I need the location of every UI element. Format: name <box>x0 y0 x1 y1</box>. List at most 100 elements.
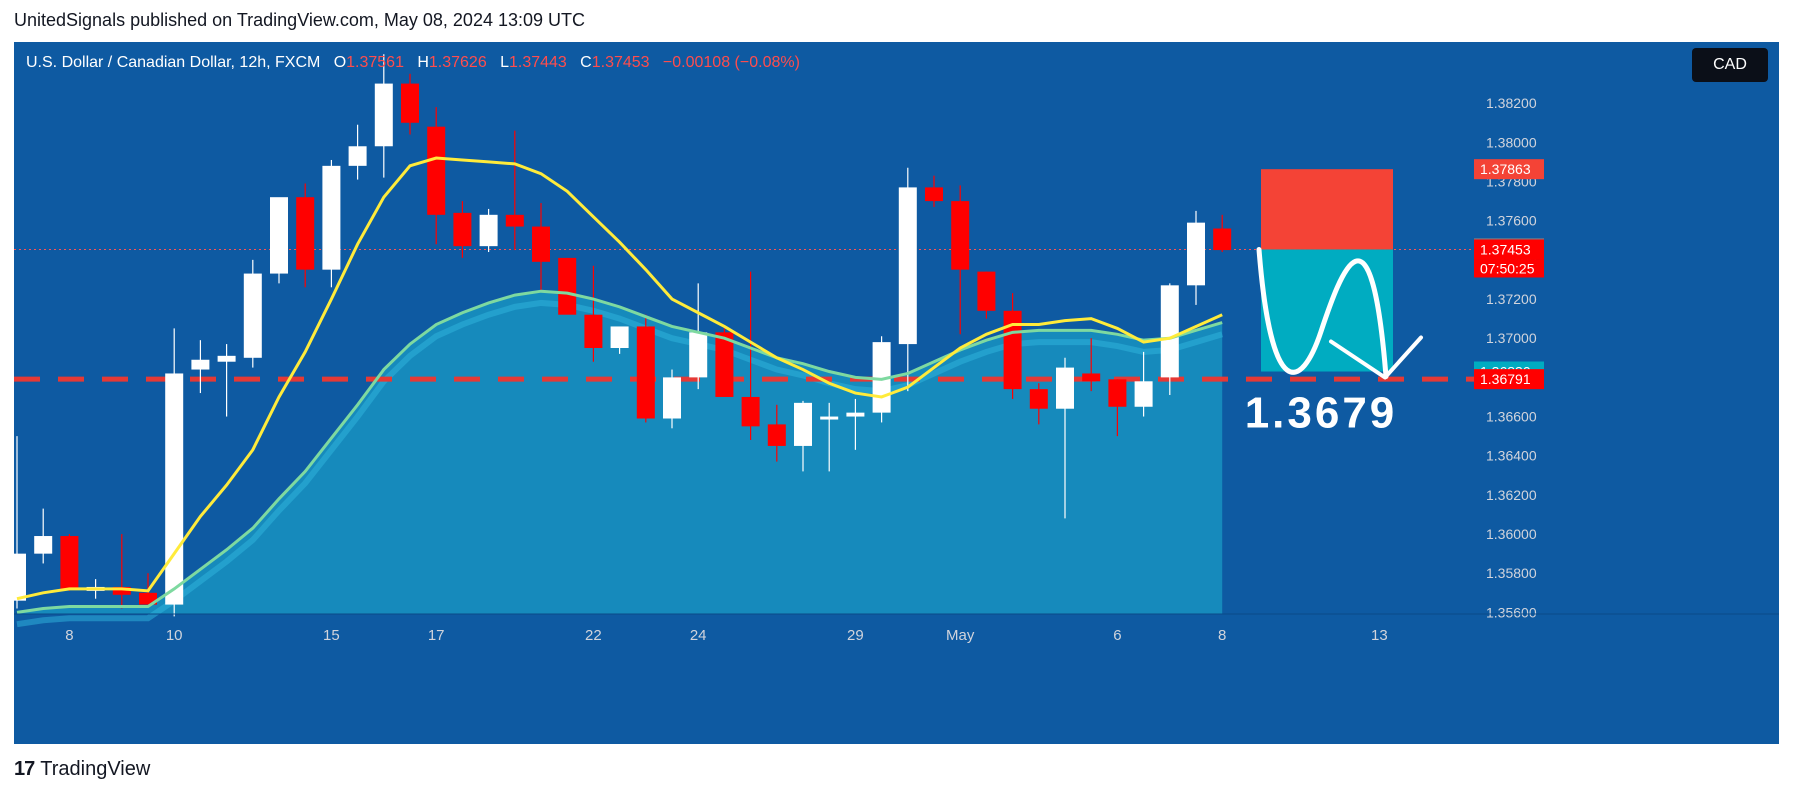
ema-fast-line <box>16 156 1223 601</box>
change-value: −0.00108 (−0.08%) <box>662 54 800 71</box>
bull-candle <box>689 332 708 378</box>
x-tick-label: 15 <box>323 627 340 644</box>
bear-candle <box>112 586 131 595</box>
y-tick-label: 1.38000 <box>1486 134 1537 150</box>
price-label-text: 1.37863 <box>1480 161 1531 177</box>
high-value: 1.37626 <box>428 54 487 71</box>
bear-candle <box>636 326 655 419</box>
y-tick-label: 1.37000 <box>1486 330 1537 346</box>
bear-candle <box>1082 373 1101 382</box>
y-tick-label: 1.37200 <box>1486 291 1537 307</box>
price-axis <box>1474 42 1779 744</box>
x-tick-label: 24 <box>690 627 707 644</box>
open-label: O <box>333 54 347 71</box>
bear-candle <box>401 83 419 123</box>
down-arrow-icon <box>1329 335 1423 380</box>
y-tick-label: 1.36400 <box>1486 448 1537 464</box>
target-price-label: 1.3679 <box>1245 389 1398 438</box>
bear-candle <box>715 332 734 397</box>
x-tick-label: 8 <box>1218 627 1226 644</box>
price-label-text: 1.37453 <box>1480 241 1531 257</box>
price-label-box <box>1474 239 1544 260</box>
stop-loss-zone <box>1261 169 1393 250</box>
bear-candle <box>925 187 943 202</box>
bull-candle <box>348 146 367 166</box>
bear-candle <box>139 592 157 605</box>
x-tick-label: 17 <box>428 627 445 644</box>
x-tick-label: May <box>946 627 975 644</box>
bear-candle <box>1108 379 1127 407</box>
y-tick-label: 1.36600 <box>1486 409 1537 425</box>
bull-candle <box>846 412 865 417</box>
projection-path <box>1256 246 1389 380</box>
ema-slow-line <box>16 289 1223 614</box>
symbol-title: U.S. Dollar / Canadian Dollar, 12h, FXCM <box>26 54 321 71</box>
bull-candle <box>1187 222 1205 286</box>
bull-candle <box>898 187 917 345</box>
y-tick-label: 1.35600 <box>1486 604 1537 620</box>
brand-name: TradingView <box>40 758 151 780</box>
moving-average-area <box>17 291 1223 614</box>
bull-candle <box>34 536 53 554</box>
bear-candle <box>951 201 970 270</box>
bull-candle <box>217 355 236 362</box>
bull-candle <box>820 416 839 420</box>
x-tick-label: 29 <box>847 627 864 644</box>
high-label: H <box>417 54 429 71</box>
bull-candle <box>191 359 210 370</box>
bear-candle <box>558 257 577 315</box>
x-tick-label: 10 <box>166 627 183 644</box>
bull-candle <box>1056 367 1074 409</box>
y-tick-label: 1.38200 <box>1486 95 1537 111</box>
footer-brand: 17 TradingView <box>14 758 150 781</box>
bull-candle <box>14 553 26 601</box>
bear-candle <box>1003 310 1022 390</box>
bear-candle <box>584 314 603 348</box>
close-label: C <box>580 54 592 71</box>
bear-candle <box>767 424 786 446</box>
bear-candle <box>505 214 524 227</box>
bull-candle <box>663 377 681 419</box>
open-value: 1.37561 <box>346 54 404 71</box>
x-tick-label: 8 <box>65 627 73 644</box>
x-tick-label: 6 <box>1113 627 1121 644</box>
bear-candle <box>427 126 446 215</box>
chart-pane[interactable]: 1.3679 1.35600 1.35800 1.36000 1.36200 1.3640… <box>14 42 1779 744</box>
price-label-box <box>1474 159 1544 180</box>
bear-candle <box>741 396 760 427</box>
countdown-label: 07:50:25 <box>1480 260 1535 276</box>
bull-candle <box>374 83 393 147</box>
low-label: L <box>500 54 509 71</box>
bear-candle <box>977 271 996 311</box>
bear-candle <box>453 212 472 247</box>
bull-candle <box>794 402 812 446</box>
y-tick-label: 1.36000 <box>1486 526 1537 542</box>
bear-candle <box>1029 389 1048 409</box>
bear-candle <box>60 536 79 589</box>
bull-candle <box>1134 381 1153 407</box>
bull-candle <box>610 326 629 348</box>
bull-candle <box>243 273 262 358</box>
close-value: 1.37453 <box>591 54 650 71</box>
bear-candle <box>296 197 315 270</box>
y-tick-label: 1.36200 <box>1486 487 1537 503</box>
low-value: 1.37443 <box>508 54 567 71</box>
bear-candle <box>532 226 550 262</box>
bull-candle <box>165 373 184 605</box>
y-tick-label: 1.37600 <box>1486 213 1537 229</box>
bull-candle <box>270 197 288 274</box>
bull-candle <box>322 165 341 270</box>
currency-button[interactable]: CAD <box>1692 48 1768 82</box>
bull-candle <box>479 214 498 247</box>
x-tick-label: 13 <box>1371 627 1388 644</box>
y-tick-label: 1.35800 <box>1486 565 1537 581</box>
publisher-attribution: UnitedSignals published on TradingView.c… <box>14 10 586 30</box>
bear-candle <box>1213 228 1232 251</box>
tradingview-logo-icon: 17 <box>14 758 35 780</box>
bull-candle <box>1160 285 1179 378</box>
countdown-box <box>1474 259 1544 278</box>
price-label-text: 1.36791 <box>1480 371 1531 387</box>
price-chart[interactable]: 1.3679 1.35600 1.35800 1.36000 1.36200 1.3640… <box>14 42 1779 744</box>
symbol-legend: U.S. Dollar / Canadian Dollar, 12h, FXCM… <box>26 54 800 72</box>
price-label-box <box>1474 369 1544 390</box>
